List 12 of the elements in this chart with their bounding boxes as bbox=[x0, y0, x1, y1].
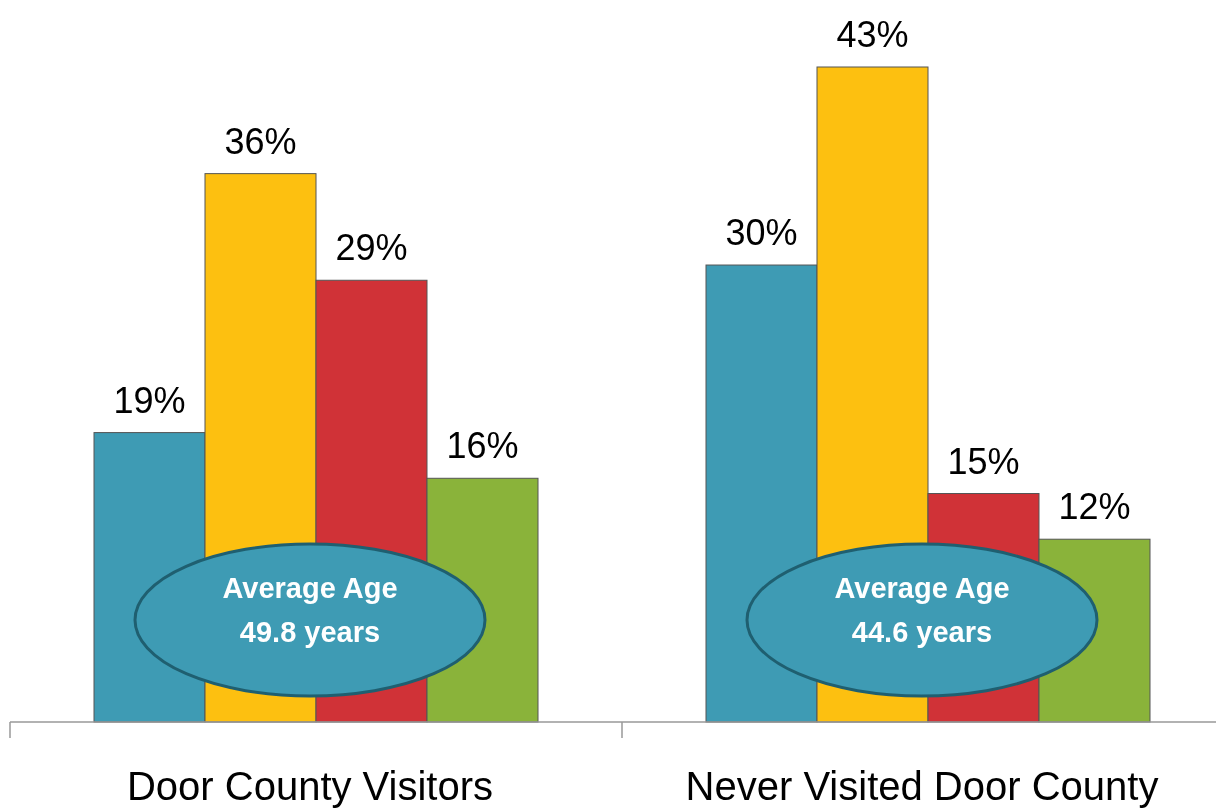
data-label: 16% bbox=[446, 425, 519, 467]
annotation: Average Age 44.6 years bbox=[834, 572, 1010, 648]
data-label: 12% bbox=[1058, 486, 1131, 528]
data-label: 15% bbox=[947, 440, 1020, 482]
x-tick-label: Never Visited Door County bbox=[685, 764, 1159, 808]
annotation: Average Age 49.8 years bbox=[222, 572, 398, 648]
data-label: 43% bbox=[836, 14, 909, 55]
data-label: 30% bbox=[725, 212, 798, 254]
x-tick-label: Door County Visitors bbox=[126, 764, 494, 808]
data-label: 36% bbox=[224, 120, 297, 162]
data-label: 29% bbox=[335, 227, 408, 269]
data-label: 19% bbox=[113, 379, 186, 421]
